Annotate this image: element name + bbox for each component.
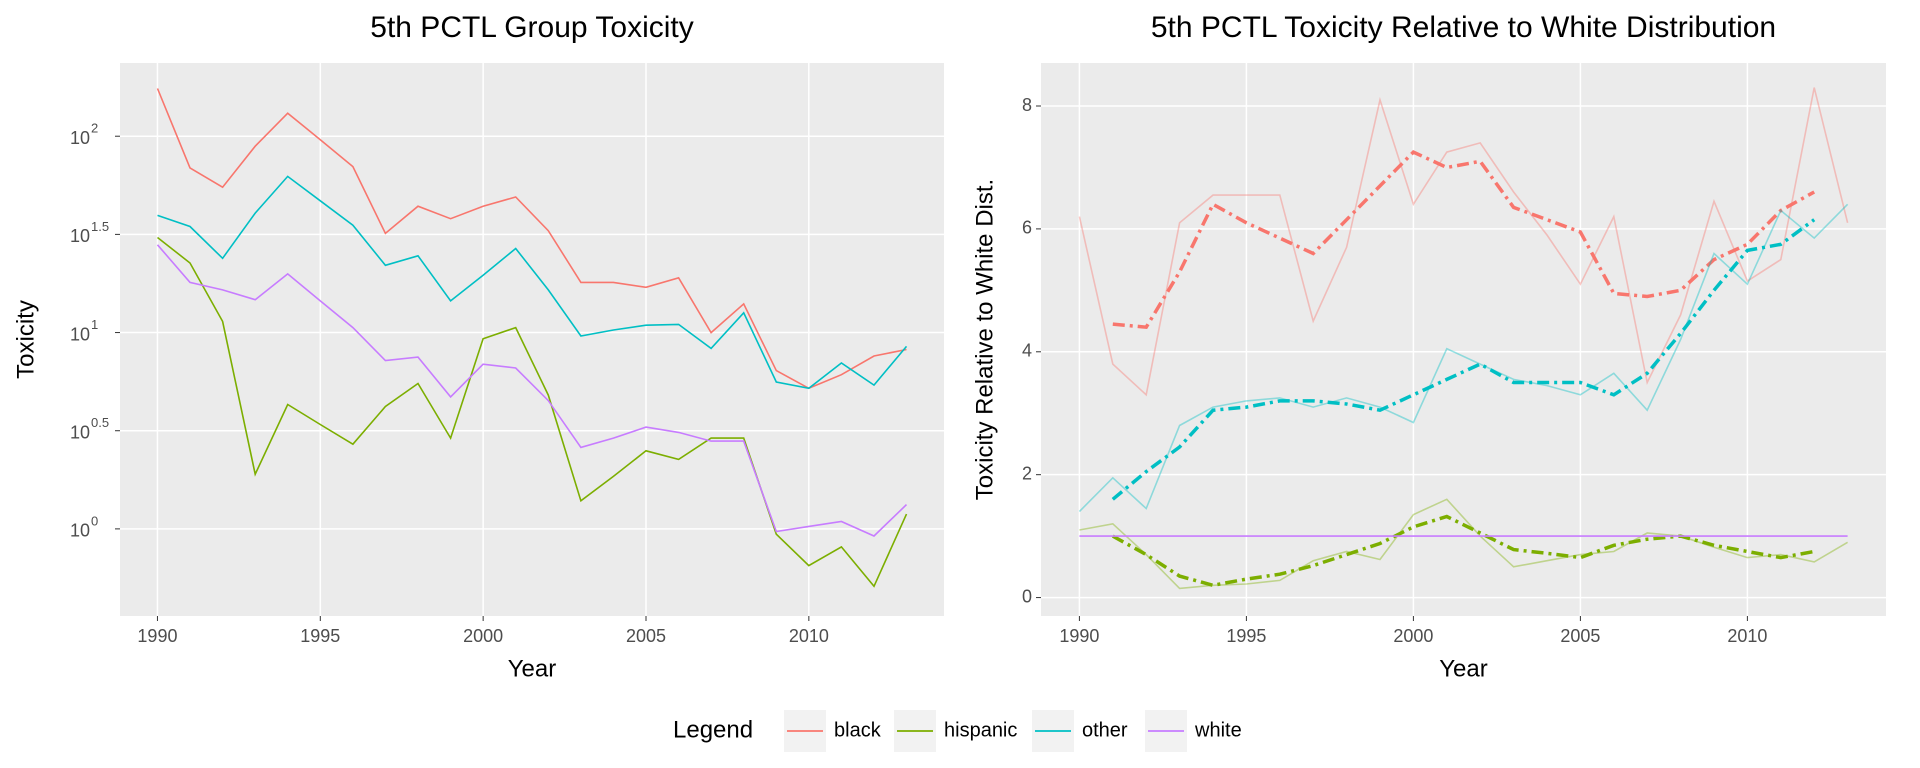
x-tick-label: 2000 [463, 626, 503, 646]
plot-background [120, 63, 944, 616]
x-tick-label: 1995 [300, 626, 340, 646]
x-tick-label: 2005 [1560, 626, 1600, 646]
y-tick-label: 10 [70, 521, 90, 541]
y-tick-label: 0 [1022, 586, 1032, 606]
y-tick-exponent: 0 [91, 513, 98, 528]
chart-panel: 5th PCTL Toxicity Relative to White Dist… [971, 11, 1886, 682]
x-tick-label: 2010 [1727, 626, 1767, 646]
x-tick-label: 2010 [789, 626, 829, 646]
legend-label: black [834, 719, 882, 741]
x-tick-label: 1990 [137, 626, 177, 646]
y-tick-label: 2 [1022, 463, 1032, 483]
legend-label: hispanic [944, 719, 1017, 741]
x-axis-title: Year [508, 655, 557, 682]
series-line [1078, 87, 1849, 397]
x-tick-label: 2005 [626, 626, 666, 646]
trend-line [1112, 149, 1816, 330]
trend-line [1111, 218, 1816, 501]
chart-panel: 5th PCTL Group Toxicity Year Toxicity 1990 1… [12, 11, 944, 682]
y-tick-exponent: 0.5 [91, 415, 109, 430]
y-tick-label: 10 [70, 128, 90, 148]
x-axis-title: Year [1439, 655, 1488, 682]
y-tick-label: 8 [1022, 95, 1032, 115]
legend-label: other [1082, 719, 1128, 741]
x-tick-label: 2000 [1393, 626, 1433, 646]
legend-title: Legend [673, 716, 753, 743]
x-tick-label: 1990 [1059, 626, 1099, 646]
y-tick-label: 4 [1022, 341, 1032, 361]
chart-title: 5th PCTL Toxicity Relative to White Dist… [1151, 11, 1776, 44]
y-tick-exponent: 1.5 [91, 219, 109, 234]
y-axis-title: Toxicity [12, 300, 39, 379]
series-line [1078, 203, 1849, 513]
legend-label: white [1194, 719, 1242, 741]
y-tick-exponent: 2 [91, 121, 98, 136]
y-tick-label: 6 [1022, 218, 1032, 238]
series-line [1079, 498, 1849, 590]
series-line [156, 88, 907, 390]
y-tick-exponent: 1 [91, 317, 98, 332]
series-line [157, 175, 908, 390]
chart-title: 5th PCTL Group Toxicity [370, 11, 693, 44]
y-tick-label: 10 [70, 422, 90, 442]
y-tick-label: 10 [70, 324, 90, 344]
series-line [157, 236, 908, 588]
trend-line [1111, 514, 1815, 588]
plot-background [1041, 63, 1886, 616]
y-tick-label: 10 [70, 226, 90, 246]
y-axis-title: Toxicity Relative to White Dist. [971, 179, 998, 500]
series-line [156, 244, 908, 537]
x-tick-label: 1995 [1226, 626, 1266, 646]
